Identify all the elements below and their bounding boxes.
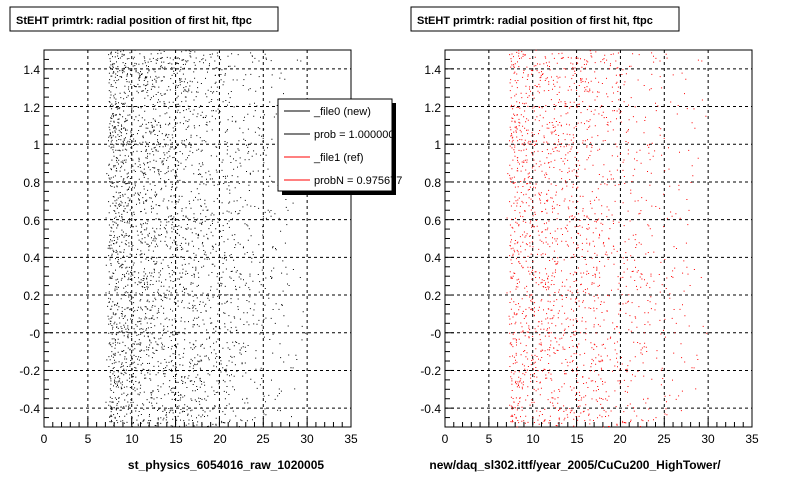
left-y-tick-label: 1.2 [23, 101, 40, 115]
right-title-box: StEHT primtrk: radial position of first … [410, 6, 680, 32]
left-y-tick-label: -0.4 [19, 402, 40, 416]
right-point-cloud [506, 49, 708, 428]
left-panel: StEHT primtrk: radial position of first … [9, 6, 402, 472]
left-y-tick-label: 0.6 [23, 214, 40, 228]
left-x-tick-labels: 0 5 10 15 20 25 30 35 [41, 432, 358, 446]
left-y-tick-label: 0.8 [23, 176, 40, 190]
legend-label-file0: _file0 (new) [313, 106, 371, 118]
right-x-tick-label: 25 [657, 432, 671, 446]
right-y-tick-label: -0.2 [420, 364, 441, 378]
left-x-tick-label: 15 [169, 432, 183, 446]
right-plot-frame [444, 49, 753, 428]
left-y-tick-label: -0.2 [19, 364, 40, 378]
left-y-tick-labels: -0.4 -0.2 -0 0.2 0.4 0.6 0.8 1 1.2 1.4 [19, 63, 40, 416]
left-x-ticks [43, 418, 352, 427]
legend-label-prob: prob = 1.000000 [314, 129, 394, 141]
left-title-box: StEHT primtrk: radial position of first … [9, 6, 279, 32]
right-x-tick-label: 5 [486, 432, 493, 446]
right-x-axis-label: new/daq_sl302.ittf/year_2005/CuCu200_Hig… [429, 458, 721, 472]
legend-label-probn: probN = 0.975677 [314, 175, 402, 187]
right-y-ticks [445, 49, 454, 428]
legend-label-file1: _file1 (ref) [313, 152, 364, 164]
right-panel: StEHT primtrk: radial position of first … [410, 6, 759, 472]
left-y-tick-label: 0.4 [23, 251, 40, 265]
left-y-tick-label: 1.4 [23, 63, 40, 77]
right-grid [445, 50, 752, 427]
right-title-frame [410, 6, 680, 32]
right-x-tick-label: 30 [701, 432, 715, 446]
left-chart-title: StEHT primtrk: radial position of first … [16, 15, 252, 27]
left-x-tick-label: 10 [125, 432, 139, 446]
right-y-tick-label: 0.6 [424, 214, 441, 228]
right-y-tick-label: 0.8 [424, 176, 441, 190]
left-x-tick-label: 25 [256, 432, 270, 446]
right-y-tick-label: -0.4 [420, 402, 441, 416]
left-x-tick-label: 5 [85, 432, 92, 446]
right-y-tick-label: 1.2 [424, 101, 441, 115]
right-x-tick-label: 0 [442, 432, 449, 446]
left-title-frame [9, 6, 279, 32]
right-x-tick-label: 10 [526, 432, 540, 446]
right-x-tick-label: 20 [613, 432, 627, 446]
left-y-tick-label: 0.2 [23, 289, 40, 303]
left-x-tick-label: 0 [41, 432, 48, 446]
left-x-axis-label: st_physics_6054016_raw_1020005 [128, 458, 324, 472]
left-x-tick-label: 20 [213, 432, 227, 446]
right-y-tick-label: 0.4 [424, 251, 441, 265]
left-y-tick-label: -0 [29, 327, 40, 341]
left-y-ticks [44, 49, 53, 428]
right-y-tick-label: 1.4 [424, 63, 441, 77]
left-point-cloud [105, 49, 307, 428]
right-y-tick-label: 0.2 [424, 289, 441, 303]
left-x-tick-label: 35 [344, 432, 358, 446]
right-x-tick-label: 35 [745, 432, 759, 446]
legend-box [277, 98, 393, 192]
series-points [506, 49, 708, 428]
series-points [105, 49, 307, 428]
legend: _file0 (new) prob = 1.000000 _file1 (ref… [277, 98, 402, 195]
left-x-tick-label: 30 [300, 432, 314, 446]
left-y-tick-label: 1 [33, 138, 40, 152]
right-x-ticks [444, 418, 753, 427]
right-y-tick-label: 1 [434, 138, 441, 152]
right-y-tick-label: -0 [430, 327, 441, 341]
right-chart-title: StEHT primtrk: radial position of first … [417, 15, 653, 27]
right-x-tick-label: 15 [570, 432, 584, 446]
right-x-tick-labels: 0 5 10 15 20 25 30 35 [442, 432, 759, 446]
right-y-tick-labels: -0.4 -0.2 -0 0.2 0.4 0.6 0.8 1 1.2 1.4 [420, 63, 441, 416]
